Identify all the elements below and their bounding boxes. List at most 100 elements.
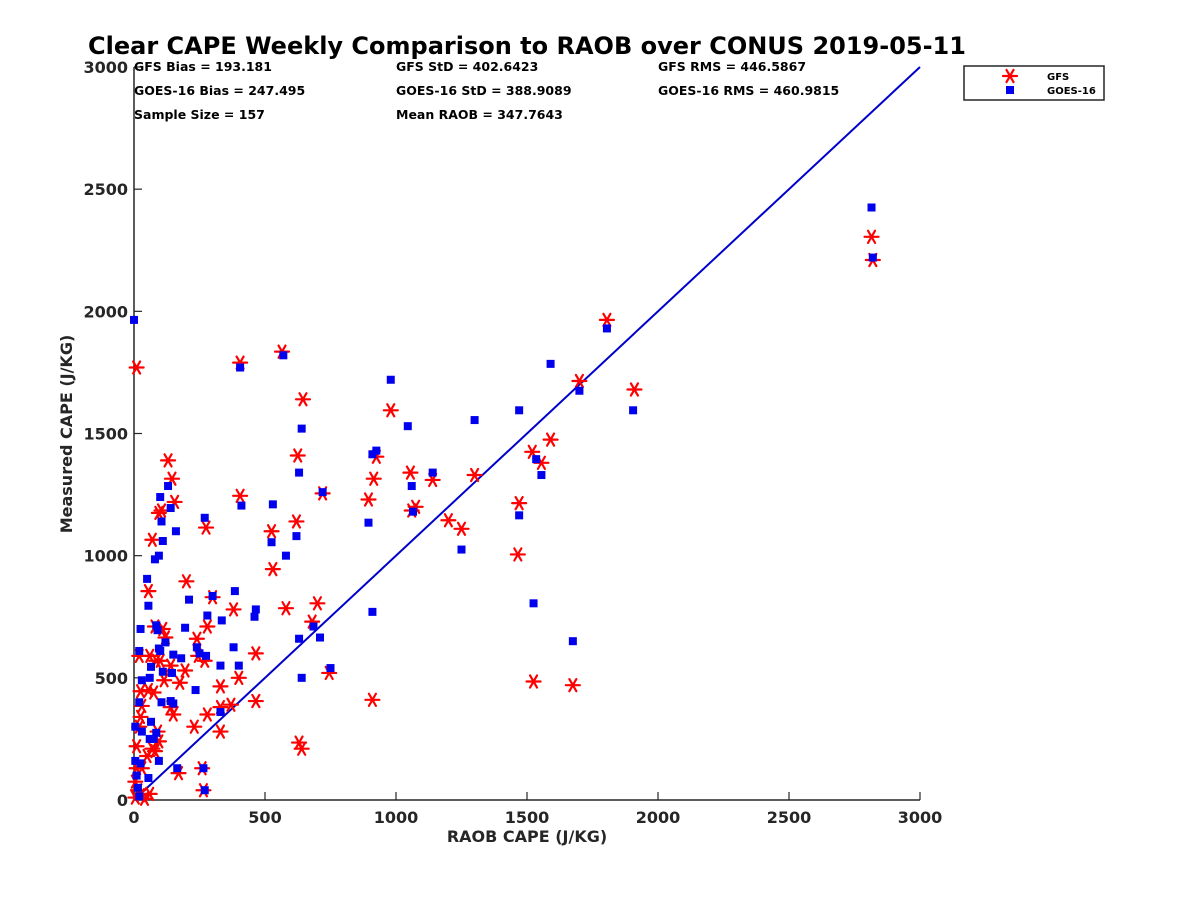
data-point [453,521,470,536]
data-point [318,488,327,497]
data-point [365,471,382,486]
data-point [185,595,194,604]
data-point [156,646,165,655]
data-point [251,605,260,614]
data-point [152,728,161,737]
data-point [181,623,190,632]
data-point [409,507,418,516]
data-point [130,315,138,324]
data-point [368,450,377,459]
data-point [515,511,524,520]
data-point [144,774,153,783]
data-point [216,661,225,670]
stat-text: Sample Size = 157 [134,107,265,122]
stat-text: GFS RMS = 446.5867 [658,59,806,74]
data-point [863,229,880,244]
data-point [158,537,167,546]
data-point [200,513,209,522]
y-tick-label: 0 [117,791,128,810]
data-point [230,587,239,596]
data-point [386,375,395,384]
data-point [188,631,205,646]
data-point [173,764,182,773]
data-point [217,616,226,625]
data-point [511,495,528,511]
legend-label: GFS [1047,72,1069,83]
data-point [137,727,146,736]
data-point [135,792,144,801]
data-point [532,455,541,464]
data-point [199,619,216,634]
data-point [279,351,288,360]
data-point [626,382,643,397]
data-point [292,532,301,541]
data-point [131,722,140,731]
data-point [145,734,154,743]
data-point [368,607,377,616]
data-point [141,786,158,802]
data-point [267,538,276,547]
data-point [191,686,200,695]
data-point [197,520,215,535]
data-point [295,468,304,477]
data-point [192,643,201,652]
data-point [293,741,310,756]
data-point [150,555,159,564]
data-point [157,698,166,707]
x-tick-label: 0 [128,808,139,827]
legend: GFS GOES-16 [963,65,1105,101]
data-point [199,707,216,722]
data-point [250,612,259,621]
data-point [564,678,581,693]
data-point [144,601,153,610]
x-tick-label: 2000 [636,808,681,827]
data-point [867,203,876,212]
chart-title: Clear CAPE Weekly Comparison to RAOB ove… [88,32,966,60]
data-point [515,406,524,415]
data-point [156,673,173,688]
data-point [166,504,175,513]
data-point [575,386,584,395]
data-point [186,719,203,734]
data-point [602,324,611,333]
x-tick-label: 1000 [374,808,419,827]
data-point [150,505,167,521]
data-point [297,424,306,433]
data-point [629,406,638,415]
data-point [297,673,306,682]
data-point [140,583,157,599]
y-axis-label: Measured CAPE (J/KG) [57,335,76,534]
data-point [165,707,182,722]
legend-label: GOES-16 [1047,86,1096,97]
data-point [470,416,479,425]
data-point [199,764,208,773]
data-point [132,771,141,780]
data-point [147,717,156,726]
data-point [136,624,145,633]
data-point [135,698,144,707]
data-point [364,692,381,707]
points-group [127,203,881,806]
y-tick-label: 1500 [83,425,128,444]
data-point [234,661,243,670]
data-point [132,684,149,699]
data-point [152,653,169,668]
x-tick-label: 500 [248,808,281,827]
data-point [236,363,245,372]
data-point [571,373,588,389]
data-point [164,482,173,491]
data-point [153,626,162,635]
data-point [382,403,399,418]
data-point [171,675,188,690]
x-tick-label: 1500 [505,808,550,827]
axes: 0 500 1000 1500 2000 2500 3000 0 500 1000 1500 2000… [83,58,942,827]
data-point [128,739,145,754]
data-point [156,493,165,502]
data-point [288,514,305,529]
data-point [143,574,152,583]
data-point [247,646,264,661]
data-point [466,467,483,483]
data-point [171,527,180,536]
data-point [152,621,161,630]
data-point [128,360,145,375]
